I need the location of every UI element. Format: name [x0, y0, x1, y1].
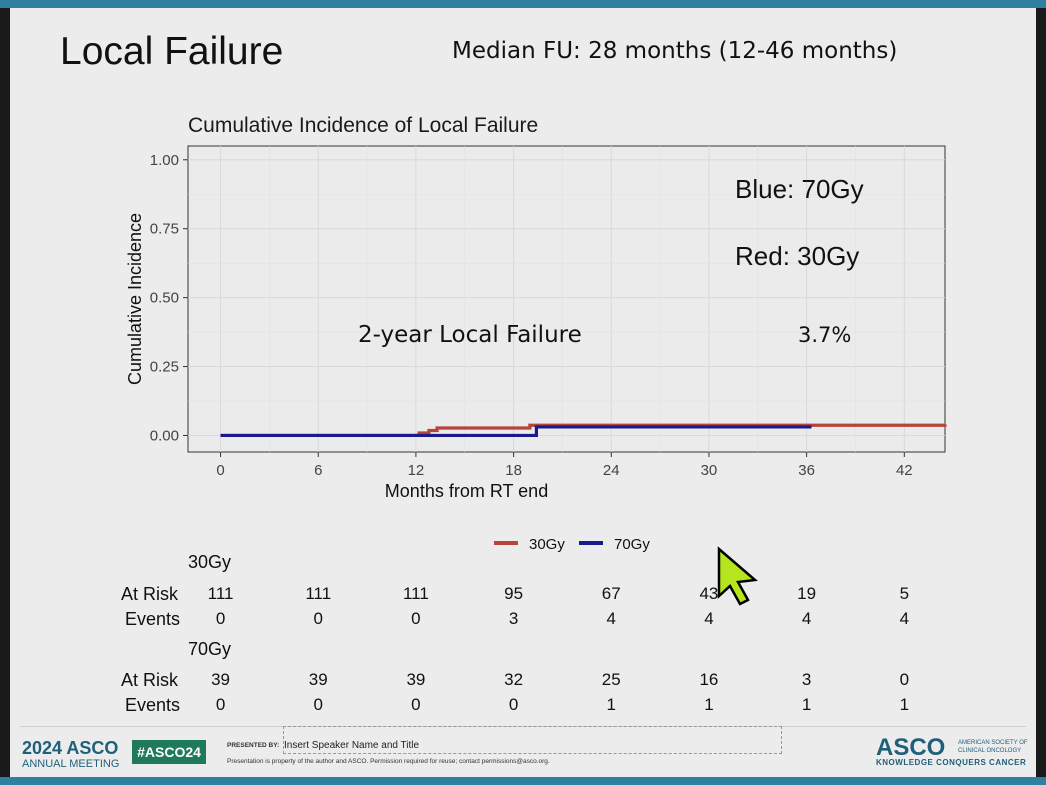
risk-cell-events-70: 0: [313, 695, 323, 714]
risk-cell-at-risk_30: 5: [899, 584, 910, 603]
risk-cell-at-risk_30: 111: [305, 584, 332, 603]
x-tick-label: 12: [408, 462, 425, 479]
risk-cell-events-30: 4: [704, 609, 714, 628]
risk-cell-events-70: 0: [508, 695, 519, 714]
slide: Local Failure Median FU: 28 months (12-4…: [10, 8, 1036, 777]
y-tick-label: 1.00: [150, 152, 179, 169]
risk-cell-at-risk_30: 19: [797, 584, 817, 603]
x-tick-label: 18: [505, 462, 522, 479]
x-tick-label: 36: [798, 462, 815, 479]
mouse-pointer-icon: [717, 546, 758, 606]
risk-cell-at-risk_70: 25: [601, 670, 621, 689]
risk-cell-events-70: 0: [215, 695, 226, 714]
risk-cell-events-30: 0: [313, 609, 323, 628]
median-follow-up: Median FU: 28 months (12-46 months): [452, 38, 898, 64]
risk-cell-at-risk_30: 111: [207, 584, 234, 603]
speaker-box: [283, 726, 782, 754]
annotation-blue-label: Blue: 70Gy: [735, 174, 864, 204]
risk-cell-at-risk_30: 95: [504, 584, 524, 603]
risk-cell-events-70: 1: [801, 695, 812, 714]
risk-cell-events-30: 0: [411, 609, 421, 628]
risk-cell-at-risk_70: 39: [308, 670, 328, 689]
risk-cell-events-30: 3: [508, 609, 519, 628]
chart-title: Cumulative Incidence of Local Failure: [188, 114, 539, 137]
risk-cell-events-70: 0: [411, 695, 421, 714]
annotation-two-year-label: 2-year Local Failure: [358, 322, 582, 348]
annual-meeting: ANNUAL MEETING: [22, 758, 120, 770]
annotation-red-label: Red: 30Gy: [735, 241, 859, 271]
x-axis-title: Months from RT end: [385, 481, 548, 501]
risk-group-70gy: 70Gy: [188, 639, 232, 659]
series-line-70gy: [220, 425, 812, 438]
x-tick-label: 24: [603, 462, 620, 479]
risk-cell-at-risk_70: 3: [801, 670, 812, 689]
incidence-chart: 0 6 12 18 24 30 36 42 0.00 0.25 0.50 0.75 1.00 Months…: [125, 145, 947, 553]
bottom-accent-bar: [0, 777, 1046, 785]
risk-cell-at-risk_70: 16: [699, 670, 719, 689]
y-tick-label: 0.50: [150, 290, 179, 307]
top-accent-bar: [0, 0, 1046, 8]
asco-logo: ASCO: [876, 734, 946, 761]
disclaimer: Presentation is property of the author a…: [227, 758, 550, 765]
x-tick-label: 6: [314, 462, 322, 479]
meeting-asco: ASCO: [66, 738, 119, 758]
events-label-30: Events: [125, 609, 181, 629]
risk-cell-events-30: 0: [215, 609, 226, 628]
asco-tagline: KNOWLEDGE CONQUERS CANCER: [876, 758, 1027, 767]
meeting-year: 2024: [22, 738, 63, 758]
meeting-logo: 2024 ASCO: [22, 738, 118, 759]
risk-cell-events-70: 1: [704, 695, 714, 714]
risk-cell-events-30: 4: [606, 609, 616, 628]
y-tick-label: 0.00: [150, 427, 179, 444]
risk-cell-at-risk_70: 32: [504, 670, 524, 689]
y-tick-label: 0.25: [150, 359, 179, 376]
presented-by-label: PRESENTED BY:: [227, 742, 280, 749]
risk-cell-events-70: 1: [899, 695, 910, 714]
x-tick-label: 30: [701, 462, 718, 479]
y-tick-label: 0.75: [150, 221, 179, 238]
x-tick-label: 42: [896, 462, 913, 479]
risk-cell-at-risk_70: 39: [211, 670, 230, 689]
legend-label-70gy: 70Gy: [614, 536, 650, 553]
x-tick-label: 0: [216, 462, 224, 479]
series-line-30gy: [220, 423, 947, 438]
hashtag-badge: #ASCO24: [132, 740, 206, 764]
events-label-70: Events: [125, 695, 181, 715]
speaker-name: Insert Speaker Name and Title: [284, 740, 420, 751]
y-axis-title: Cumulative Incidence: [125, 213, 145, 385]
at-risk-label-30: At Risk: [121, 584, 179, 604]
at-risk-label-70: At Risk: [121, 670, 179, 690]
slide-title: Local Failure: [60, 30, 284, 73]
risk-group-30gy: 30Gy: [188, 552, 232, 572]
risk-cell-at-risk_70: 39: [406, 670, 426, 689]
annotation-two-year-value: 3.7%: [798, 323, 851, 347]
risk-cell-at-risk_30: 43: [699, 584, 719, 603]
risk-cell-at-risk_30: 67: [601, 584, 621, 603]
risk-cell-events-70: 1: [606, 695, 616, 714]
risk-cell-at-risk_30: 111: [402, 584, 429, 603]
legend-label-30gy: 30Gy: [529, 536, 565, 553]
risk-cell-events-30: 4: [899, 609, 910, 628]
risk-cell-events-30: 4: [801, 609, 812, 628]
risk-cell-at-risk_70: 0: [899, 670, 910, 689]
asco-society: AMERICAN SOCIETY OF CLINICAL ONCOLOGY: [958, 740, 1028, 754]
